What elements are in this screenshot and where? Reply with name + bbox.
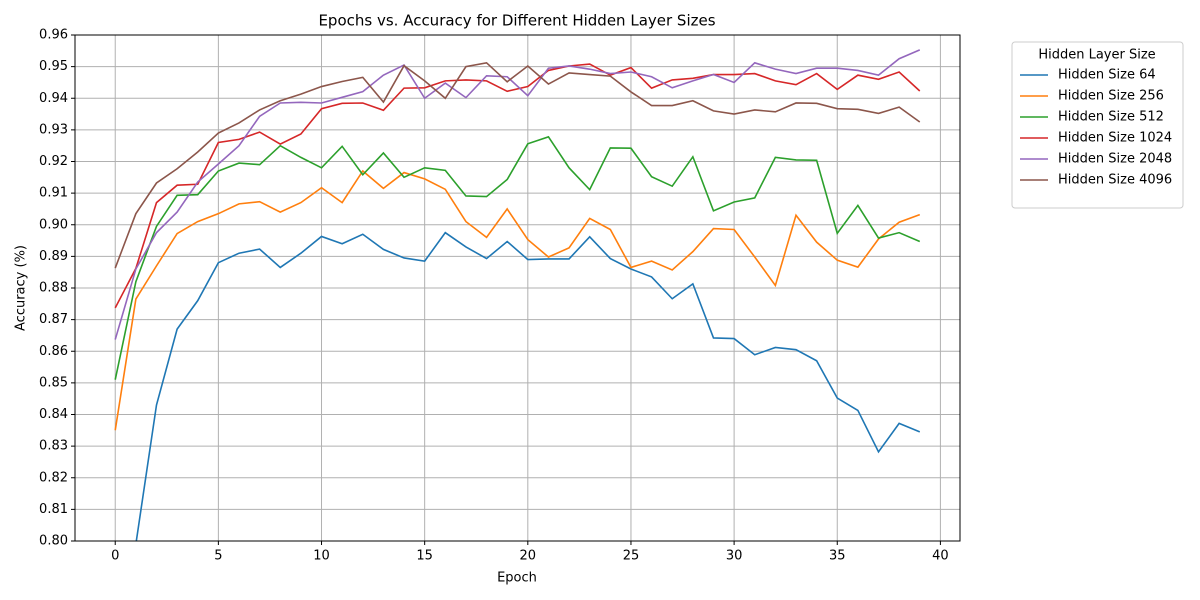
- x-tick-label: 30: [726, 549, 743, 564]
- y-tick-label: 0.91: [39, 186, 68, 201]
- x-tick-label: 10: [313, 549, 330, 564]
- y-tick-label: 0.87: [39, 312, 68, 327]
- series-line: [114, 49, 921, 340]
- legend-box: [1011, 41, 1184, 209]
- chart-title: Epochs vs. Accuracy for Different Hidden…: [318, 12, 715, 30]
- y-tick-label: 0.95: [39, 59, 68, 74]
- y-tick-label: 0.84: [39, 407, 68, 422]
- y-tick-label: 0.81: [39, 502, 68, 517]
- series-line: [114, 61, 921, 269]
- legend-label: Hidden Size 4096: [1058, 173, 1172, 188]
- y-tick-label: 0.82: [39, 470, 68, 485]
- y-tick-label: 0.90: [39, 217, 68, 232]
- y-tick-label: 0.83: [39, 439, 68, 454]
- series-line: [135, 231, 921, 541]
- legend-label: Hidden Size 256: [1058, 89, 1164, 104]
- legend-label: Hidden Size 1024: [1058, 131, 1172, 146]
- legend-title: Hidden Layer Size: [1038, 48, 1155, 63]
- y-tick-label: 0.80: [39, 534, 68, 549]
- y-tick-label: 0.85: [39, 375, 68, 390]
- legend-label: Hidden Size 2048: [1058, 152, 1172, 167]
- y-tick-label: 0.92: [39, 154, 68, 169]
- x-tick-label: 25: [623, 549, 640, 564]
- series-line: [114, 63, 921, 309]
- y-tick-label: 0.86: [39, 344, 68, 359]
- series-line: [114, 169, 921, 431]
- y-tick-label: 0.96: [39, 28, 68, 43]
- x-tick-label: 40: [932, 549, 949, 564]
- x-tick-label: 5: [214, 549, 222, 564]
- legend-label: Hidden Size 512: [1058, 110, 1164, 125]
- y-axis-label: Accuracy (%): [14, 245, 29, 331]
- y-tick-label: 0.89: [39, 249, 68, 264]
- x-tick-label: 20: [520, 549, 537, 564]
- y-tick-label: 0.94: [39, 91, 68, 106]
- series-line: [114, 135, 921, 380]
- x-tick-label: 35: [829, 549, 846, 564]
- plot-lines: [114, 49, 921, 541]
- y-tick-label: 0.88: [39, 281, 68, 296]
- x-tick-label: 0: [111, 549, 119, 564]
- x-tick-label: 15: [416, 549, 433, 564]
- y-tick-label: 0.93: [39, 122, 68, 137]
- x-axis-label: Epoch: [497, 571, 537, 586]
- legend-label: Hidden Size 64: [1058, 68, 1156, 83]
- plot-frame: [74, 34, 961, 542]
